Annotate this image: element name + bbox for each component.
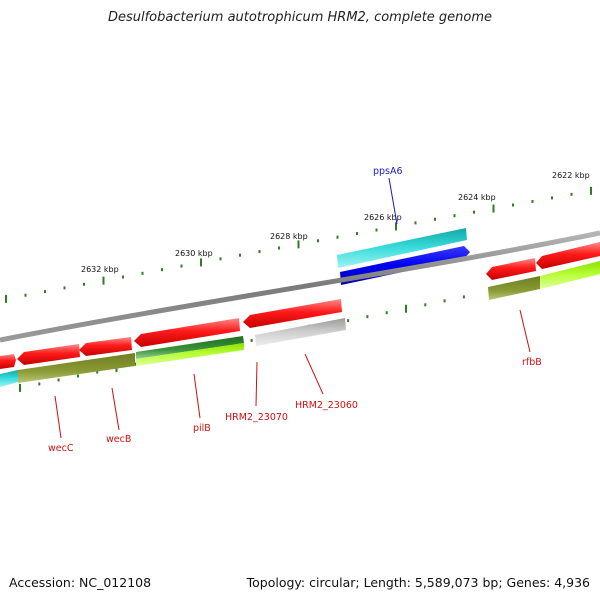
topology-text: Topology: circular; Length: 5,589,073 bp… (246, 575, 590, 590)
accession-text: Accession: NC_012108 (9, 575, 152, 590)
gene-feature-red-4 (134, 318, 240, 347)
gene-feature-red-7 (536, 242, 600, 269)
leader-rfbB (519, 309, 531, 353)
gene-feature-rfbB (488, 276, 540, 300)
scale-label: 2628 kbp (270, 232, 308, 241)
leader-HRM2_23070 (255, 361, 258, 407)
scale-label: 2626 kbp (364, 213, 402, 222)
gene-feature-wecC (18, 353, 135, 383)
gene-feature-red-2 (17, 344, 80, 365)
gene-feature-red-5 (243, 299, 342, 328)
gene-feature-green (136, 336, 244, 359)
gene-feature-lime-right (540, 261, 600, 289)
gene-features (0, 228, 600, 387)
leader-pilB (193, 373, 201, 419)
leader-wecC (54, 395, 62, 439)
leader-wecB (111, 387, 120, 431)
gene-label-ppsA6: ppsA6 (373, 166, 403, 177)
gene-feature-red-3 (79, 337, 132, 356)
map-title: Desulfobacterium autotrophicum HRM2, com… (107, 10, 493, 25)
scale-labels: 2632 kbp 2630 kbp 2628 kbp 2626 kbp 2624… (81, 171, 590, 274)
scale-label: 2622 kbp (552, 171, 590, 180)
gene-feature-red-1 (0, 354, 16, 369)
leader-ppsA6 (388, 177, 398, 225)
label-leaders (54, 177, 531, 439)
scale-label: 2624 kbp (458, 193, 496, 202)
gene-feature-red-6 (486, 258, 536, 280)
gene-label-wecC: wecC (48, 443, 74, 454)
gene-feature-lime (136, 343, 244, 366)
gene-label-wecB: wecB (106, 434, 131, 445)
gene-label-HRM2_23070: HRM2_23070 (225, 412, 288, 423)
gene-feature-cyan-left (0, 370, 18, 387)
scale-label: 2632 kbp (81, 265, 119, 274)
gene-feature-grey (255, 318, 346, 346)
gene-label-pilB: pilB (193, 423, 211, 434)
gene-label-rfbB: rfbB (522, 357, 542, 368)
gene-feature-ppsA6 (337, 228, 467, 268)
genome-backbone (0, 230, 600, 343)
scale-label: 2630 kbp (175, 249, 213, 258)
gene-label-HRM2_23060: HRM2_23060 (295, 400, 358, 411)
leader-HRM2_23060 (304, 353, 324, 395)
gene-labels: wecC wecB pilB HRM2_23070 HRM2_23060 rfb… (48, 166, 542, 454)
